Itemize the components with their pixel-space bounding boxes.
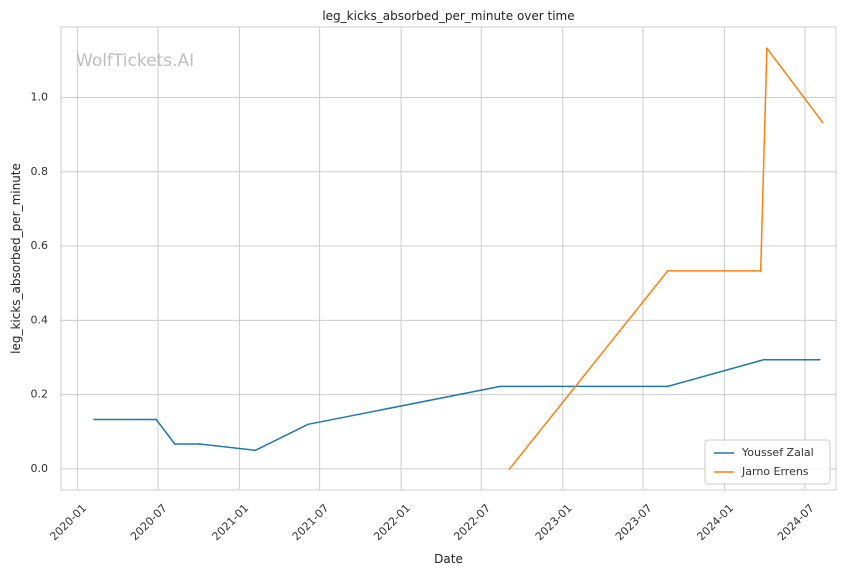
y-tick-label: 0.2 bbox=[31, 388, 49, 401]
grid bbox=[61, 27, 836, 490]
x-axis-label: Date bbox=[434, 552, 463, 566]
data-point bbox=[666, 270, 669, 272]
y-axis-label: leg_kicks_absorbed_per_minute bbox=[9, 163, 23, 354]
y-tick-label: 1.0 bbox=[31, 91, 49, 104]
y-tick-label: 0.0 bbox=[31, 462, 49, 475]
data-point bbox=[759, 270, 762, 272]
data-point bbox=[93, 418, 96, 421]
data-point bbox=[173, 443, 176, 445]
watermark: WolfTickets.AI bbox=[76, 51, 194, 71]
data-point bbox=[666, 385, 669, 388]
y-tick-label: 0.4 bbox=[31, 313, 49, 326]
data-point bbox=[821, 121, 824, 124]
data-point bbox=[155, 418, 158, 421]
y-tick-label: 0.6 bbox=[31, 239, 49, 252]
data-point bbox=[307, 423, 310, 426]
legend-label: Youssef Zalal bbox=[741, 446, 814, 459]
data-point bbox=[499, 385, 502, 388]
chart-title: leg_kicks_absorbed_per_minute over time bbox=[322, 9, 574, 23]
legend-box bbox=[704, 439, 831, 485]
data-point bbox=[508, 467, 511, 470]
series-layer bbox=[93, 47, 824, 470]
y-tick-label: 0.8 bbox=[31, 165, 49, 178]
data-point bbox=[762, 358, 765, 361]
data-point bbox=[254, 449, 257, 452]
data-point bbox=[198, 443, 201, 445]
y-axis-ticks: 0.0 0.2 0.4 0.6 0.8 1.0 bbox=[31, 91, 49, 475]
legend-label: Jarno Errens bbox=[741, 465, 809, 478]
series-line-youssef-zalal bbox=[94, 358, 820, 452]
data-point bbox=[818, 358, 821, 361]
legend: Youssef Zalal Jarno Errens bbox=[704, 439, 831, 485]
data-point bbox=[766, 47, 768, 50]
plot-frame bbox=[60, 26, 837, 491]
